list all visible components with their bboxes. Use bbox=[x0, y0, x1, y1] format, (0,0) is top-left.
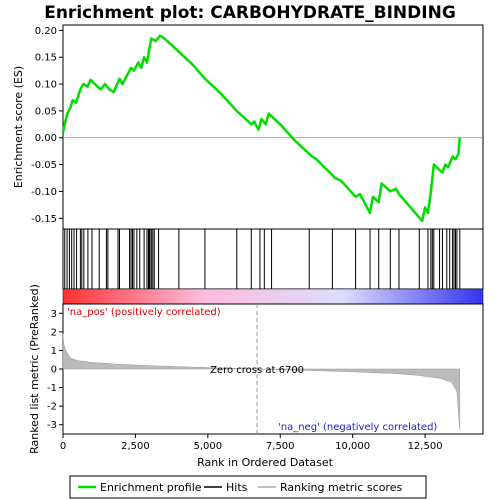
ranked-y-tick-label: 1 bbox=[51, 346, 57, 357]
ranked-y-tick-label: -3 bbox=[47, 420, 57, 431]
es-y-tick-label: 0.00 bbox=[35, 133, 57, 144]
legend: Enrichment profile Hits Ranking metric s… bbox=[69, 475, 427, 499]
enrichment-profile-line bbox=[61, 34, 462, 223]
es-y-tick-label: 0.05 bbox=[35, 106, 57, 117]
es-axis-label: Enrichment score (ES) bbox=[12, 66, 25, 188]
es-y-tick-label: -0.10 bbox=[31, 187, 57, 198]
ranking-metric-area bbox=[62, 333, 461, 431]
x-tick-label: 5,000 bbox=[194, 441, 223, 452]
legend-box bbox=[69, 475, 427, 499]
ranked-axis-label: Ranked list metric (PreRanked) bbox=[28, 284, 41, 454]
rank-gradient-bar bbox=[62, 288, 484, 305]
ranked-y-tick-label: 0 bbox=[51, 365, 57, 376]
x-tick-label: 2,500 bbox=[121, 441, 150, 452]
legend-hits-label: Hits bbox=[226, 481, 248, 494]
es-panel-frame bbox=[62, 24, 484, 230]
es-y-tick-label: 0.15 bbox=[35, 53, 57, 64]
x-tick-label: 7,500 bbox=[266, 441, 295, 452]
positive-correlation-label: 'na_pos' (positively correlated) bbox=[67, 307, 221, 318]
es-y-tick-label: -0.15 bbox=[31, 214, 57, 225]
x-axis-label: Rank in Ordered Dataset bbox=[197, 456, 334, 469]
legend-ranking-label: Ranking metric scores bbox=[280, 481, 402, 494]
ranked-y-tick-label: -2 bbox=[47, 402, 57, 413]
zero-cross-label: Zero cross at 6700 bbox=[210, 365, 304, 376]
es-y-tick-label: -0.05 bbox=[31, 160, 57, 171]
negative-correlation-label: 'na_neg' (negatively correlated) bbox=[278, 422, 437, 433]
es-y-tick-label: 0.10 bbox=[35, 80, 57, 91]
chart-title: Enrichment plot: CARBOHYDRATE_BINDING bbox=[44, 3, 456, 23]
ranked-y-tick-label: 3 bbox=[51, 309, 57, 320]
x-tick-label: 12,500 bbox=[408, 441, 443, 452]
x-tick-label: 10,000 bbox=[335, 441, 370, 452]
hits-panel-frame bbox=[62, 228, 484, 290]
ranked-y-tick-label: -1 bbox=[47, 383, 57, 394]
ranked-y-tick-label: 2 bbox=[51, 327, 57, 338]
legend-enrichment-label: Enrichment profile bbox=[100, 481, 202, 494]
x-tick-label: 0 bbox=[60, 441, 66, 452]
es-y-tick-label: 0.20 bbox=[35, 26, 57, 37]
